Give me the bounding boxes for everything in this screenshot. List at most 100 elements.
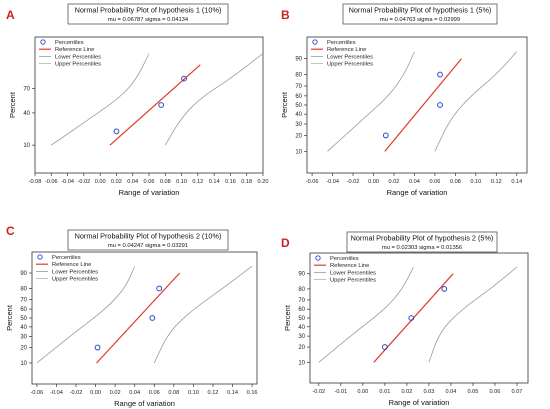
x-tick-label: -0.04 bbox=[61, 179, 74, 185]
y-tick-label: 70 bbox=[23, 87, 30, 93]
legend-marker bbox=[315, 255, 321, 261]
legend-label: Lower Percentiles bbox=[327, 54, 373, 60]
x-tick-label: -0.08 bbox=[29, 179, 42, 185]
legend-label: Reference Line bbox=[55, 47, 94, 53]
x-tick-label: 0.06 bbox=[490, 389, 501, 395]
title-box bbox=[67, 229, 229, 251]
panel-letter-c: C bbox=[6, 224, 15, 238]
percentile-point bbox=[113, 128, 120, 135]
chart-panel-a: A Normal Probability Plot of hypothesis … bbox=[0, 0, 275, 205]
legend-label: Percentiles bbox=[55, 40, 84, 46]
chart-title: Normal Probability Plot of hypothesis 1 … bbox=[75, 6, 222, 15]
x-tick-label: 0.04 bbox=[129, 390, 140, 396]
y-tick-label: 60 bbox=[298, 307, 305, 313]
y-tick-label: 80 bbox=[295, 73, 302, 79]
x-tick-label: 0.02 bbox=[111, 179, 122, 185]
title-box bbox=[342, 3, 498, 25]
reference-line bbox=[384, 58, 462, 152]
y-tick-label: 90 bbox=[298, 272, 305, 278]
chart-title: Normal Probability Plot of hypothesis 2 … bbox=[351, 234, 494, 243]
x-tick-label: 0.06 bbox=[149, 390, 160, 396]
x-tick-label: 0.08 bbox=[450, 179, 461, 185]
percentile-point bbox=[158, 102, 165, 108]
reference-line bbox=[109, 64, 201, 146]
legend-marker bbox=[37, 254, 43, 260]
legend-label: Upper Percentiles bbox=[330, 278, 376, 284]
chart-panel-b: B Normal Probability Plot of hypothesis … bbox=[275, 0, 550, 205]
percentile-point bbox=[381, 344, 388, 350]
upper-percentile-curve bbox=[428, 266, 518, 363]
y-axis-label: Percent bbox=[5, 304, 14, 331]
x-tick-label: 0.06 bbox=[429, 179, 440, 185]
x-tick-label: 0.02 bbox=[401, 389, 412, 395]
x-tick-label: 0.04 bbox=[445, 389, 456, 395]
chart-subtitle: mu = 0.04247 sigma = 0.03291 bbox=[108, 243, 188, 249]
x-tick-label: 0.16 bbox=[225, 179, 236, 185]
percentile-point bbox=[94, 344, 101, 351]
chart-subtitle: mu = 0.04763 sigma = 0.02999 bbox=[380, 17, 460, 23]
x-tick-label: 0.07 bbox=[512, 389, 523, 395]
chart-a: Normal Probability Plot of hypothesis 1 … bbox=[8, 3, 269, 197]
panel-letter-b: B bbox=[281, 8, 290, 22]
x-axis-label: Range of variation bbox=[114, 399, 175, 408]
chart-subtitle: mu = 0.06787 sigma = 0.04134 bbox=[108, 17, 189, 23]
x-tick-label: -0.04 bbox=[50, 390, 63, 396]
y-tick-label: 40 bbox=[295, 112, 302, 118]
y-tick-label: 40 bbox=[20, 325, 27, 331]
x-tick-label: 0.20 bbox=[258, 179, 269, 185]
y-tick-label: 70 bbox=[295, 84, 302, 90]
reference-line bbox=[96, 272, 181, 364]
x-tick-label: 0.04 bbox=[409, 179, 420, 185]
y-tick-label: 20 bbox=[298, 345, 305, 351]
x-axis-label: Range of variation bbox=[389, 398, 450, 407]
y-axis-label: Percent bbox=[283, 304, 292, 331]
x-tick-label: -0.02 bbox=[312, 389, 325, 395]
legend-label: Lower Percentiles bbox=[52, 269, 98, 275]
y-tick-label: 90 bbox=[20, 271, 27, 277]
x-tick-label: -0.06 bbox=[45, 179, 58, 185]
percentile-point bbox=[437, 102, 443, 108]
percentile-point bbox=[149, 315, 156, 321]
x-tick-label: -0.02 bbox=[347, 179, 360, 185]
x-tick-label: 0.03 bbox=[423, 389, 434, 395]
chart-panel-d: D Normal Probability Plot of hypothesis … bbox=[275, 204, 550, 409]
chart-d: Normal Probability Plot of hypothesis 2 … bbox=[283, 231, 529, 407]
legend-label: Reference Line bbox=[52, 262, 91, 268]
x-tick-label: 0.14 bbox=[209, 179, 220, 185]
y-tick-label: 50 bbox=[20, 316, 27, 322]
y-axis-label: Percent bbox=[8, 91, 17, 118]
y-tick-label: 10 bbox=[295, 149, 302, 155]
x-tick-label: 0.02 bbox=[110, 390, 121, 396]
chart-title: Normal Probability Plot of hypothesis 2 … bbox=[75, 232, 222, 241]
lower-percentile-curve bbox=[36, 266, 136, 364]
y-tick-label: 10 bbox=[23, 143, 30, 149]
y-tick-label: 20 bbox=[295, 133, 302, 139]
y-tick-label: 40 bbox=[298, 325, 305, 331]
y-tick-label: 30 bbox=[298, 334, 305, 340]
x-tick-label: 0.02 bbox=[389, 179, 400, 185]
legend-label: Reference Line bbox=[330, 263, 369, 269]
y-tick-label: 80 bbox=[298, 287, 305, 293]
percentile-point bbox=[382, 132, 389, 139]
lower-percentile-curve bbox=[318, 266, 414, 363]
x-tick-label: 0.16 bbox=[247, 390, 258, 396]
y-tick-label: 10 bbox=[20, 361, 27, 367]
upper-percentile-curve bbox=[434, 51, 518, 152]
chart-title: Normal Probability Plot of hypothesis 1 … bbox=[349, 6, 492, 15]
title-box bbox=[67, 3, 229, 25]
upper-percentile-curve bbox=[164, 53, 264, 146]
y-axis-label: Percent bbox=[280, 91, 289, 118]
legend-marker bbox=[40, 39, 46, 45]
y-tick-label: 20 bbox=[20, 346, 27, 352]
chart-b: Normal Probability Plot of hypothesis 1 … bbox=[280, 3, 528, 197]
x-tick-label: 0.18 bbox=[241, 179, 252, 185]
lower-percentile-curve bbox=[51, 53, 150, 146]
legend-label: Upper Percentiles bbox=[327, 62, 373, 68]
y-tick-label: 30 bbox=[20, 334, 27, 340]
x-tick-label: 0.12 bbox=[208, 390, 219, 396]
y-tick-label: 70 bbox=[20, 298, 27, 304]
x-tick-label: -0.06 bbox=[306, 179, 319, 185]
panel-letter-d: D bbox=[281, 236, 290, 250]
percentile-point bbox=[441, 286, 448, 292]
x-tick-label: 0.00 bbox=[368, 179, 379, 185]
